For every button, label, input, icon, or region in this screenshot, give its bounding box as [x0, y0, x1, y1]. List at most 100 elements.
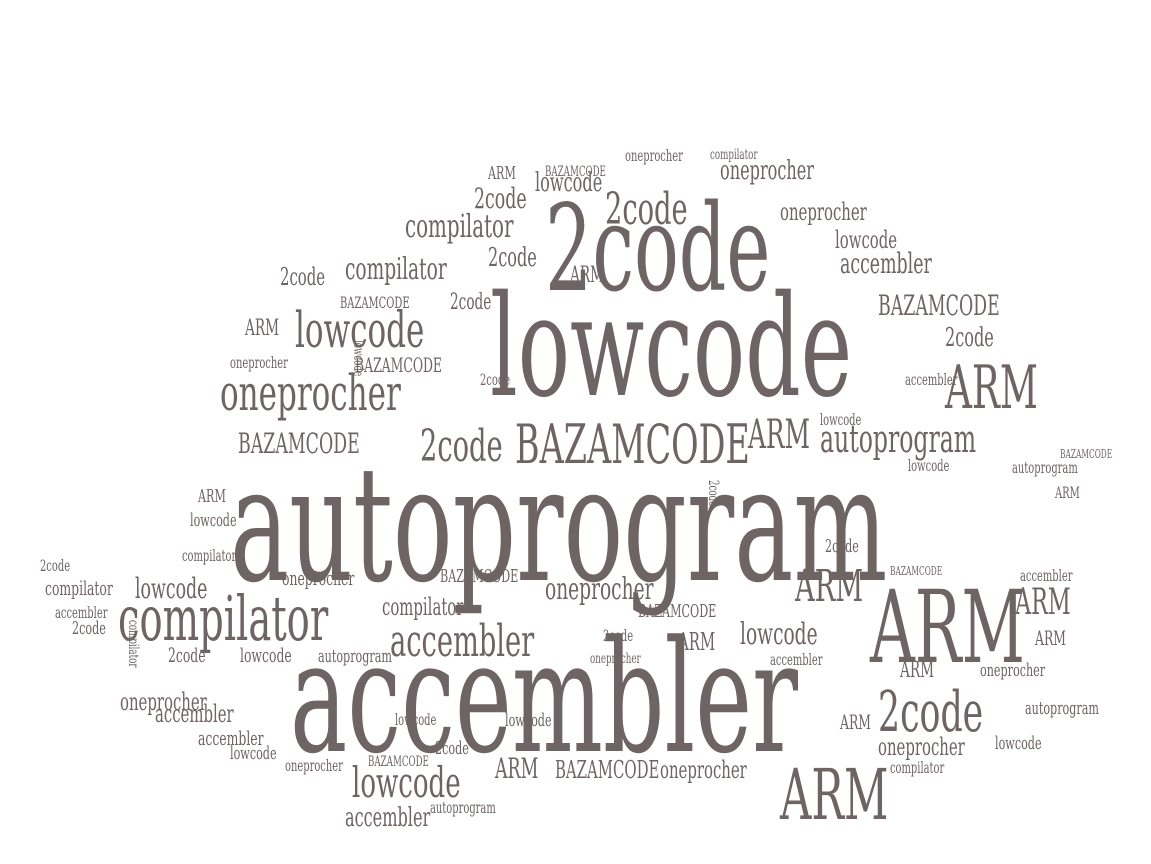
cloud-word-accembler: accembler	[1020, 566, 1073, 585]
cloud-word-bazamcode: BAZAMCODE	[555, 756, 660, 784]
cloud-word-autoprogram: autoprogram	[230, 431, 888, 618]
cloud-word-arm: ARM	[488, 163, 516, 184]
cloud-word-oneprocher: oneprocher	[720, 156, 815, 186]
cloud-word-arm: ARM	[870, 569, 1025, 686]
cloud-word-2code: 2code	[420, 421, 503, 472]
cloud-word-compilator: compilator	[345, 252, 447, 287]
cloud-word-lowcode: lowcode	[190, 510, 237, 531]
cloud-word-oneprocher: oneprocher	[980, 660, 1046, 681]
cloud-word-lowcode: lowcode	[395, 710, 437, 729]
cloud-word-arm: ARM	[900, 658, 935, 683]
cloud-word-oneprocher: oneprocher	[285, 756, 343, 775]
cloud-word-accembler: accembler	[390, 616, 535, 667]
cloud-word-compilator: compilator	[890, 758, 945, 777]
cloud-word-arm: ARM	[840, 710, 871, 734]
cloud-word-2code: 2code	[450, 290, 492, 315]
cloud-word-2code: 2code	[474, 182, 527, 215]
cloud-word-2code: 2code	[480, 370, 511, 389]
cloud-word-lowcode: lowcode	[995, 733, 1042, 754]
cloud-word-autoprogram: autoprogram	[430, 798, 496, 817]
cloud-word-autoprogram: oneprocher	[660, 756, 747, 784]
cloud-word-lowcode: lowcode	[230, 743, 277, 764]
cloud-word-accembler: accembler	[345, 803, 431, 833]
cloud-word-lowcode: lowcode	[908, 456, 950, 475]
cloud-word-lowcode: lowcode	[352, 758, 461, 807]
cloud-word-bazamcode: BAZAMCODE	[545, 164, 606, 180]
cloud-word-autoprogram: oneprocher	[282, 566, 355, 590]
cloud-word-accembler: accembler	[55, 603, 108, 622]
cloud-word-autoprogram: autoprogram	[820, 417, 977, 461]
cloud-word-arm: ARM	[1015, 582, 1071, 623]
cloud-word-compilator: compilator	[125, 620, 141, 668]
cloud-word-arm: ARM	[795, 561, 864, 612]
cloud-word-accembler: accembler	[155, 700, 234, 728]
cloud-word-lowcode: lowcode	[240, 643, 292, 667]
cloud-word-accembler: accembler	[198, 726, 264, 750]
cloud-word-2code: 2code	[435, 738, 469, 759]
cloud-word-lowcode: lowcode	[740, 617, 818, 652]
cloud-word-bazamcode: BAZAMCODE	[890, 564, 943, 578]
cloud-word-2code: 2code	[168, 643, 206, 667]
cloud-word-bazamcode: BAZAMCODE	[368, 754, 429, 770]
cloud-word-compilator: compilator	[45, 576, 113, 600]
cloud-word-autoprogram: autoprogram	[318, 646, 392, 667]
cloud-word-bazamcode: BAZAMCODE	[1060, 447, 1113, 461]
cloud-word-oneprocher: oneprocher	[220, 364, 401, 422]
cloud-word-arm: ARM	[1035, 626, 1066, 650]
cloud-word-bazamcode: BAZAMCODE	[515, 413, 750, 476]
cloud-word-arm: ARM	[245, 316, 280, 341]
cloud-word-arm: ARM	[1055, 483, 1080, 502]
cloud-word-2code: 2code	[825, 536, 859, 557]
cloud-word-lowcode: lowcode	[490, 266, 853, 429]
cloud-word-compilator: compilator	[182, 546, 237, 565]
cloud-word-autoprogram: oneprocher	[120, 688, 207, 716]
cloud-word-accembler: accembler	[290, 607, 799, 788]
cloud-word-oneprocher: oneprocher	[625, 146, 683, 165]
cloud-word-2code: 2code	[605, 184, 688, 235]
cloud-word-oneprocher: oneprocher	[590, 651, 641, 667]
cloud-word-accembler: accembler	[770, 650, 823, 669]
cloud-word-lowcode: lowcode	[535, 168, 603, 198]
cloud-word-2code: 2code	[705, 480, 721, 507]
cloud-word-oneprocher: BAZAMCODE	[355, 353, 442, 377]
cloud-word-autoprogram: oneprocher	[878, 733, 965, 761]
cloud-word-bazamcode: BAZAMCODE	[238, 427, 360, 460]
cloud-word-oneprocher: oneprocher	[545, 572, 654, 607]
cloud-word-accembler: accembler	[840, 247, 932, 280]
cloud-word-2code: 2code	[40, 556, 71, 575]
cloud-word-bazamcode: BAZAMCODE	[638, 601, 717, 622]
cloud-word-compilator: compilator	[382, 593, 464, 621]
cloud-word-lowcode: lowcode	[295, 301, 425, 359]
cloud-word-lowcode: lowcode	[835, 226, 898, 254]
cloud-word-arm: ARM	[678, 628, 716, 656]
cloud-word-oneprocher: BAZAMCODE	[440, 566, 519, 587]
cloud-word-compilator: compilator	[710, 147, 758, 163]
cloud-word-accembler: accembler	[905, 370, 958, 389]
cloud-word-compilator: compilator	[405, 207, 514, 245]
cloud-word-autoprogram: autoprogram	[1025, 698, 1099, 719]
cloud-word-lowcode: lowcode	[350, 340, 366, 377]
cloud-word-arm: ARM	[495, 752, 539, 785]
cloud-word-oneprocher: oneprocher	[230, 353, 288, 372]
cloud-word-oneprocher: oneprocher	[780, 198, 867, 226]
cloud-word-autoprogram: autoprogram	[1012, 458, 1078, 477]
cloud-word-2code: 2code	[603, 626, 634, 645]
cloud-word-arm: ARM	[945, 353, 1038, 423]
cloud-word-2code: 2code	[488, 243, 537, 273]
cloud-word-arm: ARM	[780, 754, 889, 836]
cloud-word-2code: 2code	[945, 323, 994, 353]
cloud-word-bazamcode: BAZAMCODE	[340, 293, 410, 312]
cloud-word-arm: ARM	[570, 263, 605, 288]
cloud-word-lowcode: lowcode	[505, 710, 552, 731]
cloud-word-lowcode: lowcode	[820, 410, 862, 429]
cloud-word-arm: ARM	[748, 412, 810, 458]
cloud-word-2code: 2code	[878, 680, 984, 745]
cloud-word-2code: 2code	[72, 618, 106, 639]
cloud-word-arm: ARM	[198, 486, 226, 507]
cloud-word-2code: 2code	[280, 263, 326, 291]
cloud-word-bazamcode: BAZAMCODE	[878, 289, 1000, 322]
cloud-word-lowcode: lowcode	[135, 572, 208, 605]
cloud-word-2code: 2code	[545, 180, 771, 319]
cloud-word-compilator: compilator	[118, 582, 329, 655]
